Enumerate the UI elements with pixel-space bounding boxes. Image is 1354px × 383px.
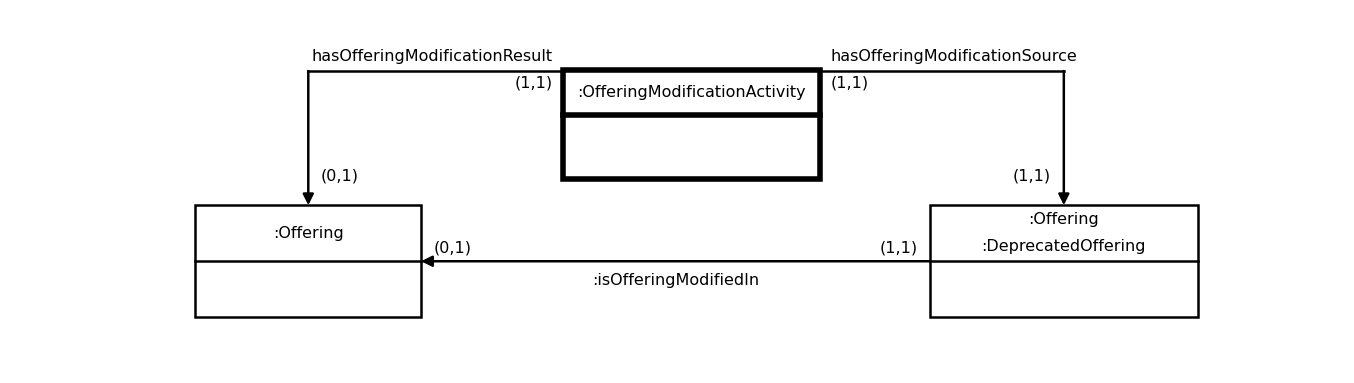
Text: (1,1): (1,1) [830, 75, 868, 90]
Text: hasOfferingModificationSource: hasOfferingModificationSource [830, 49, 1076, 64]
Text: hasOfferingModificationResult: hasOfferingModificationResult [311, 49, 552, 64]
Text: (1,1): (1,1) [1013, 168, 1051, 183]
Text: :DeprecatedOffering: :DeprecatedOffering [982, 239, 1145, 254]
Text: :Offering: :Offering [274, 226, 344, 241]
Bar [930, 205, 1198, 317]
Text: (1,1): (1,1) [515, 75, 552, 90]
Text: :OfferingModificationActivity: :OfferingModificationActivity [577, 85, 806, 100]
Bar [195, 205, 421, 317]
Text: :Offering: :Offering [1029, 213, 1099, 228]
Text: (0,1): (0,1) [433, 241, 471, 256]
Text: :isOfferingModifiedIn: :isOfferingModifiedIn [592, 273, 760, 288]
Text: (1,1): (1,1) [879, 241, 918, 256]
Text: (0,1): (0,1) [321, 168, 359, 183]
Bar [563, 70, 821, 178]
